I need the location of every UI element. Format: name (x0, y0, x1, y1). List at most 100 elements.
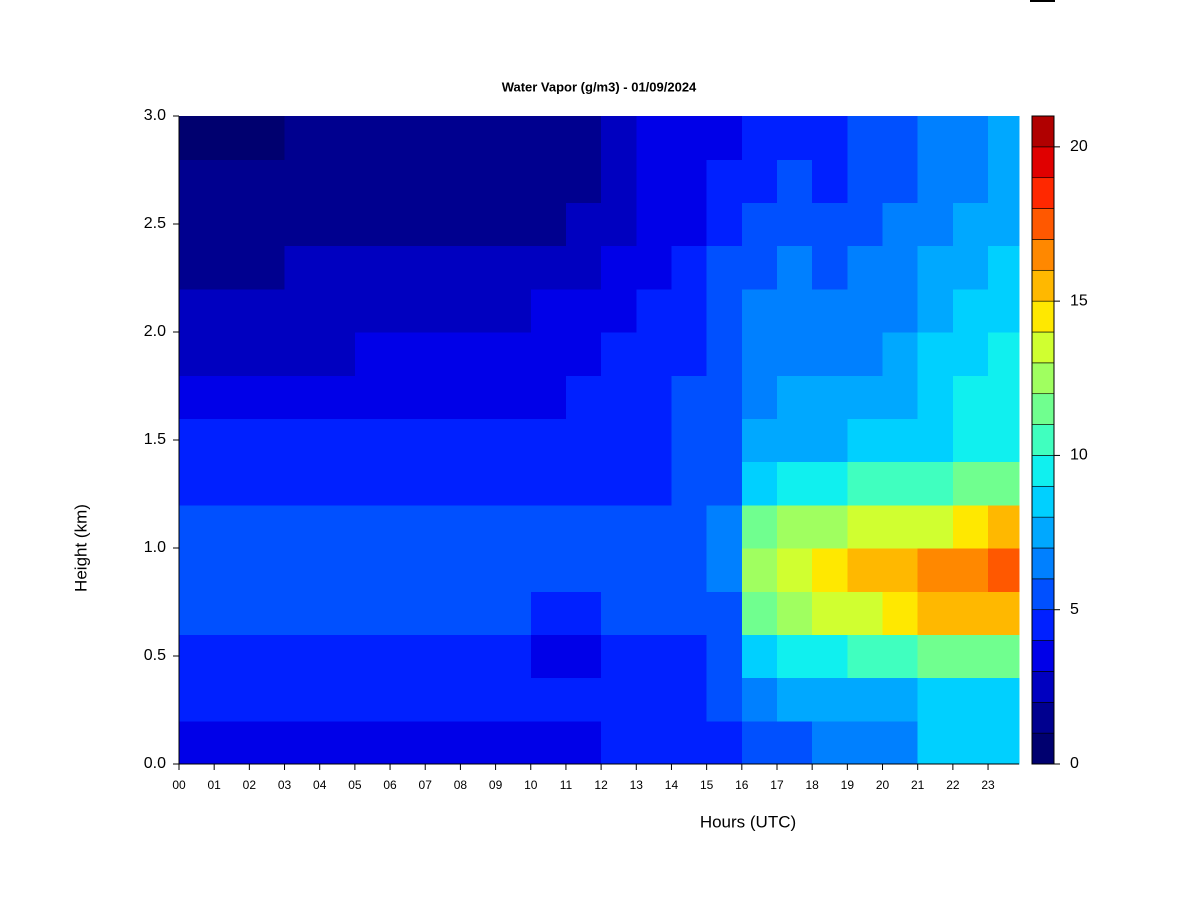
heatmap-cell (249, 634, 286, 679)
heatmap-cell (319, 202, 356, 247)
chart-title: Water Vapor (g/m3) - 01/09/2024 (502, 79, 697, 94)
heatmap-cell (952, 461, 989, 506)
heatmap-cell (636, 288, 673, 333)
heatmap-cell (354, 548, 391, 592)
heatmap-cell (179, 202, 215, 247)
heatmap-cell (214, 116, 250, 160)
colorbar-band (1031, 516, 1055, 549)
heatmap-cell (284, 116, 321, 160)
colorbar-band (1031, 578, 1055, 611)
heatmap-cell (390, 116, 426, 160)
heatmap-cell (776, 288, 813, 333)
heatmap-cell (425, 720, 462, 765)
y-tick-label: 0.5 (144, 647, 166, 664)
heatmap-cell (601, 375, 637, 419)
heatmap-cell (636, 418, 673, 463)
heatmap-cell (460, 418, 497, 463)
heatmap-cell (460, 548, 497, 592)
heatmap-cell (776, 332, 813, 376)
heatmap-cell (952, 332, 989, 376)
x-tick-label: 23 (981, 778, 995, 792)
heatmap-cell (425, 677, 462, 722)
heatmap-cell (847, 504, 884, 549)
heatmap-cell (671, 720, 708, 765)
heatmap-cell (390, 634, 426, 679)
heatmap-cell (812, 332, 848, 376)
heatmap-cell (214, 418, 250, 463)
heatmap-cell (179, 677, 215, 722)
heatmap-cell (284, 720, 321, 765)
heatmap-cell (530, 591, 567, 635)
heatmap-cell (425, 332, 462, 376)
heatmap-cell (882, 116, 919, 160)
heatmap-cell (214, 288, 250, 333)
heatmap-cell (179, 116, 215, 160)
heatmap-cell (460, 159, 497, 203)
x-tick-label: 18 (805, 778, 819, 792)
x-tick-label: 01 (207, 778, 221, 792)
heatmap-cell (636, 548, 673, 592)
heatmap-cell (565, 677, 602, 722)
heatmap-cell (671, 116, 708, 160)
heatmap-cell (952, 720, 989, 765)
heatmap-cell (988, 202, 1020, 247)
heatmap-cell (776, 677, 813, 722)
heatmap-cell (952, 591, 989, 635)
heatmap-cell (741, 591, 778, 635)
heatmap-cell (847, 332, 884, 376)
heatmap-cell (706, 634, 743, 679)
heatmap-cell (671, 375, 708, 419)
heatmap-cell (249, 159, 286, 203)
heatmap-cell (741, 634, 778, 679)
heatmap-cell (425, 288, 462, 333)
heatmap-cell (565, 375, 602, 419)
heatmap-cell (319, 159, 356, 203)
colorbar-band (1031, 177, 1055, 209)
x-tick-label: 16 (735, 778, 749, 792)
heatmap-cell (284, 159, 321, 203)
heatmap-cell (460, 461, 497, 506)
heatmap-cell (460, 591, 497, 635)
heatmap-cell (776, 245, 813, 290)
y-tick-label: 0.0 (144, 755, 166, 772)
heatmap-cell (319, 116, 356, 160)
heatmap-cell (530, 548, 567, 592)
heatmap-cell (636, 375, 673, 419)
heatmap-cell (284, 548, 321, 592)
colorbar-band (1031, 269, 1055, 302)
heatmap-cell (214, 504, 250, 549)
heatmap-cell (882, 202, 919, 247)
heatmap-cell (354, 720, 391, 765)
heatmap-cell (249, 720, 286, 765)
heatmap-cell (952, 202, 989, 247)
heatmap-cell (565, 720, 602, 765)
heatmap-cell (741, 116, 778, 160)
heatmap-cell (741, 288, 778, 333)
x-tick-label: 13 (630, 778, 644, 792)
heatmap-cell (671, 634, 708, 679)
heatmap-cell (390, 548, 426, 592)
heatmap-cell (179, 591, 215, 635)
heatmap-cell (671, 591, 708, 635)
heatmap-cell (847, 634, 884, 679)
heatmap-cell (179, 504, 215, 549)
heatmap-cell (390, 288, 426, 333)
heatmap-cell (882, 677, 919, 722)
heatmap-cell (882, 548, 919, 592)
heatmap-cell (565, 116, 602, 160)
x-tick-label: 15 (700, 778, 714, 792)
colorbar-frame (1031, 115, 1055, 765)
heatmap-cell (425, 634, 462, 679)
heatmap-cell (495, 245, 532, 290)
heatmap-cell (812, 677, 848, 722)
heatmap-cell (390, 720, 426, 765)
heatmap-cell (882, 591, 919, 635)
heatmap-cell (460, 245, 497, 290)
x-tick-label: 06 (383, 778, 397, 792)
heatmap-cell (460, 375, 497, 419)
heatmap-cell (284, 418, 321, 463)
heatmap-cell (425, 375, 462, 419)
heatmap-cell (812, 202, 848, 247)
heatmap-cell (390, 202, 426, 247)
heatmap-cell (284, 461, 321, 506)
